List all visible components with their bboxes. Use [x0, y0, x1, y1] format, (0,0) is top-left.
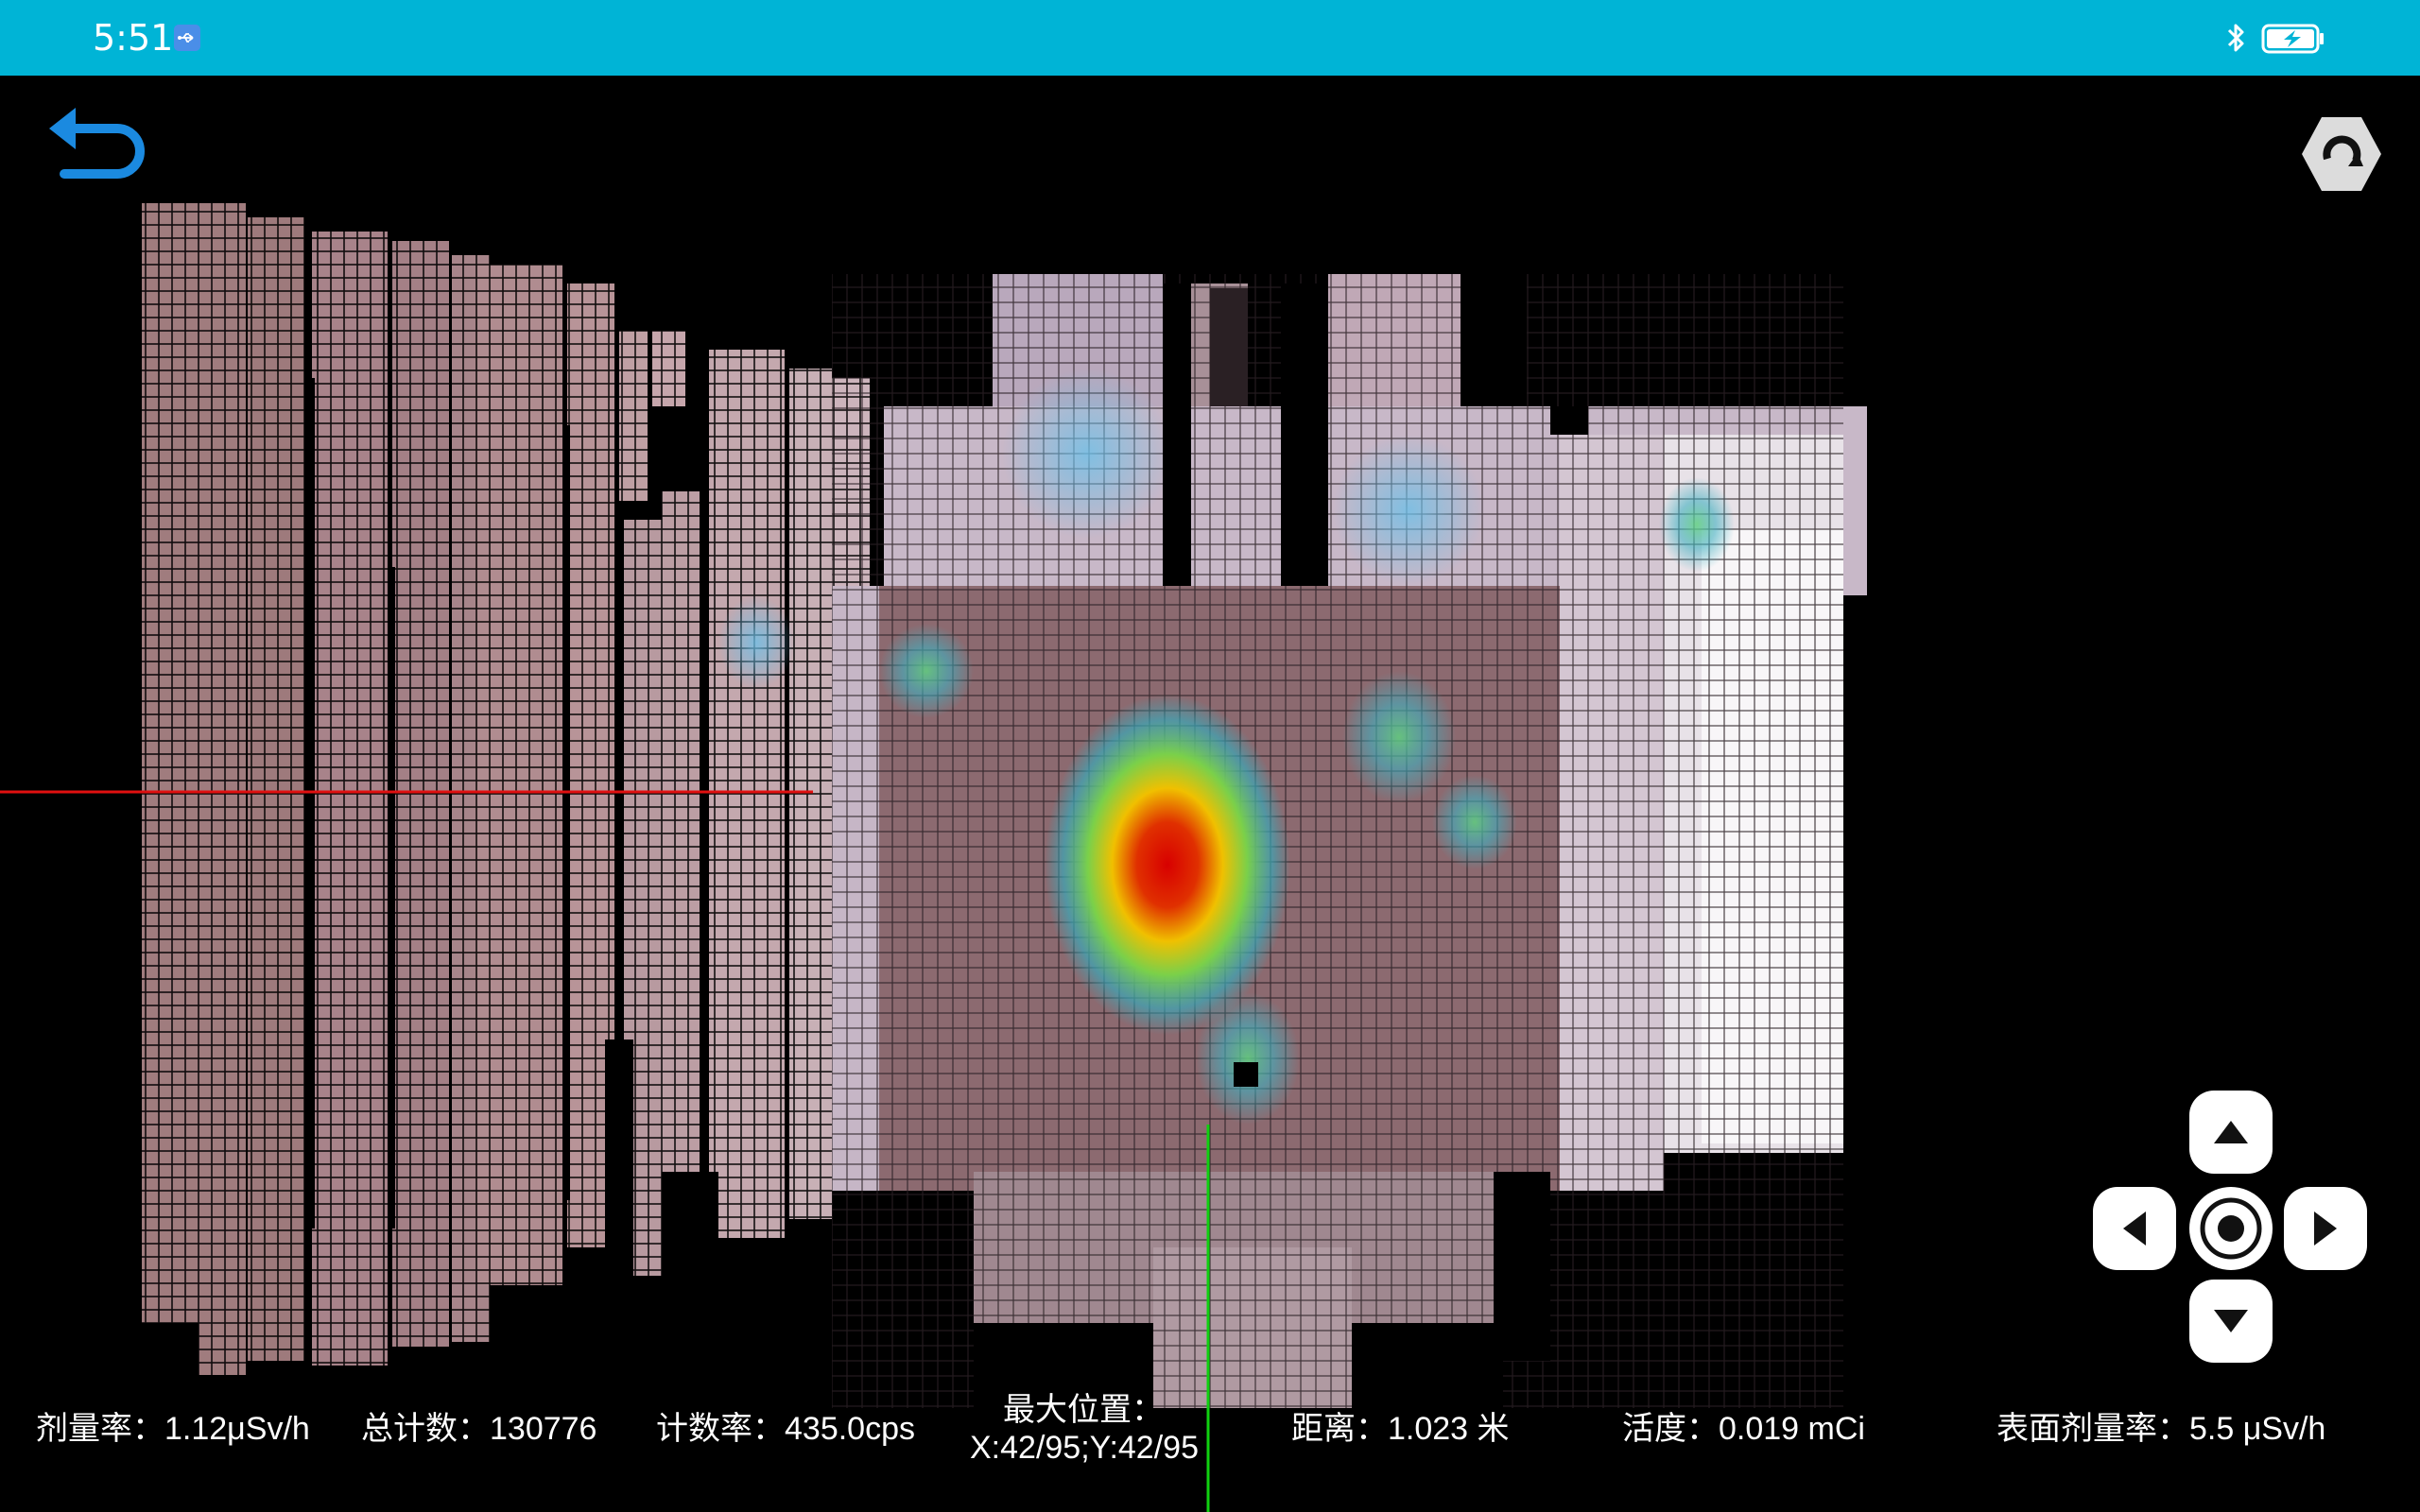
total-counts-readout: 总计数：130776 — [361, 1411, 597, 1447]
usb-icon — [174, 25, 200, 51]
pan-down-button[interactable] — [2189, 1280, 2273, 1363]
center-view-button[interactable] — [2189, 1187, 2273, 1270]
pan-up-button[interactable] — [2189, 1091, 2273, 1174]
distance-readout: 距离：1.023 米 — [1291, 1411, 1510, 1447]
pan-right-button[interactable] — [2284, 1187, 2367, 1270]
reset-view-button[interactable] — [2299, 112, 2384, 197]
pan-left-button[interactable] — [2093, 1187, 2176, 1270]
arrow-right-icon — [2314, 1211, 2337, 1246]
arrow-up-icon — [2214, 1121, 2248, 1143]
dose-rate-readout: 剂量率：1.12μSv/h — [36, 1411, 310, 1447]
surface-dose-rate-readout: 表面剂量率：5.5 μSv/h — [1996, 1411, 2326, 1447]
status-bar: 5:51 — [0, 0, 2420, 76]
back-button[interactable] — [43, 102, 147, 187]
bluetooth-icon — [2227, 24, 2244, 52]
back-arrow-icon — [49, 108, 145, 179]
status-time: 5:51 — [93, 17, 174, 59]
left-wall-strips — [142, 203, 870, 1380]
arrow-down-icon — [2214, 1310, 2248, 1332]
max-position-value: X:42/95;Y:42/95 — [970, 1430, 1199, 1466]
center-target-icon — [2200, 1197, 2262, 1260]
max-position-label: 最大位置： — [1003, 1392, 1164, 1428]
cabinet-body — [718, 274, 1867, 1418]
max-position-readout: 最大位置： X:42/95;Y:42/95 — [970, 1391, 1199, 1467]
battery-charging-icon — [2261, 24, 2324, 54]
hex-refresh-icon — [2302, 117, 2381, 191]
point-cloud-view[interactable] — [0, 76, 2420, 1512]
arrow-left-icon — [2123, 1211, 2146, 1246]
activity-readout: 活度：0.019 mCi — [1622, 1411, 1865, 1447]
count-rate-readout: 计数率：435.0cps — [656, 1411, 915, 1447]
